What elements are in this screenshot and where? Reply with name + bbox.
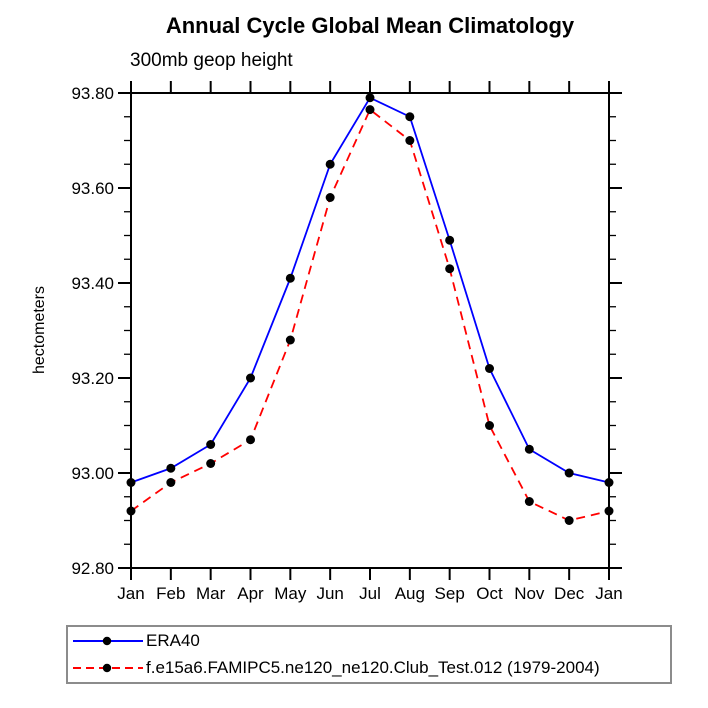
- legend-item: f.e15a6.FAMIPC5.ne120_ne120.Club_Test.01…: [73, 655, 670, 682]
- x-tick-label: Jan: [595, 584, 622, 603]
- legend-label: f.e15a6.FAMIPC5.ne120_ne120.Club_Test.01…: [146, 658, 600, 677]
- x-tick-label: Feb: [156, 584, 185, 603]
- data-point-marker: [365, 105, 375, 115]
- x-tick-label: Aug: [395, 584, 425, 603]
- chart-subtitle: 300mb geop height: [130, 50, 293, 71]
- y-tick-label: 92.80: [71, 559, 114, 578]
- series-line-0: [130, 96, 610, 484]
- x-tick-label: Nov: [514, 584, 545, 603]
- data-point-marker: [564, 516, 574, 525]
- y-tick-label: 93.40: [71, 274, 114, 293]
- y-tick-label: 93.80: [71, 84, 114, 103]
- x-tick-label: Oct: [476, 584, 503, 603]
- data-point-marker: [604, 506, 614, 516]
- x-tick-label: Jul: [359, 584, 381, 603]
- data-point-marker: [285, 273, 295, 283]
- x-tick-label: Dec: [554, 584, 585, 603]
- x-tick-label: Jan: [117, 584, 144, 603]
- legend-label: ERA40: [146, 631, 200, 650]
- series-line-1: [130, 108, 610, 522]
- data-point-marker: [564, 468, 574, 478]
- legend-item: ERA40: [73, 628, 670, 655]
- x-tick-label: Mar: [196, 584, 226, 603]
- data-point-marker: [285, 335, 295, 345]
- data-point-marker: [126, 478, 136, 487]
- data-point-marker: [604, 478, 614, 487]
- x-tick-label: Jun: [316, 584, 343, 603]
- data-point-marker: [365, 93, 375, 103]
- chart-title: Annual Cycle Global Mean Climatology: [165, 13, 575, 38]
- y-tick-label: 93.00: [71, 464, 114, 483]
- plot-frame: [130, 92, 610, 569]
- data-point-marker: [325, 159, 335, 169]
- data-point-marker: [405, 136, 415, 145]
- legend-swatch-dashed-line: [73, 663, 143, 673]
- data-point-marker: [166, 478, 176, 487]
- data-point-marker: [206, 459, 216, 468]
- data-point-marker: [206, 440, 216, 449]
- data-point-marker: [524, 497, 534, 506]
- data-point-marker: [445, 264, 455, 274]
- data-point-marker: [166, 463, 176, 473]
- legend-swatch-solid-line: [73, 636, 143, 646]
- y-tick-label: 93.60: [71, 179, 114, 198]
- data-point-marker: [445, 235, 455, 245]
- data-point-marker: [246, 435, 255, 445]
- data-point-marker: [126, 506, 136, 516]
- x-tick-label: May: [274, 584, 307, 603]
- data-point-marker: [405, 112, 415, 122]
- x-tick-label: Sep: [435, 584, 465, 603]
- data-point-marker: [485, 364, 494, 373]
- data-point-marker: [485, 421, 494, 430]
- data-point-marker: [325, 193, 335, 202]
- data-point-marker: [524, 444, 534, 454]
- legend: ERA40 f.e15a6.FAMIPC5.ne120_ne120.Club_Te…: [66, 625, 672, 684]
- x-tick-label: Apr: [237, 584, 264, 603]
- data-point-marker: [246, 373, 255, 383]
- y-tick-label: 93.20: [71, 369, 114, 388]
